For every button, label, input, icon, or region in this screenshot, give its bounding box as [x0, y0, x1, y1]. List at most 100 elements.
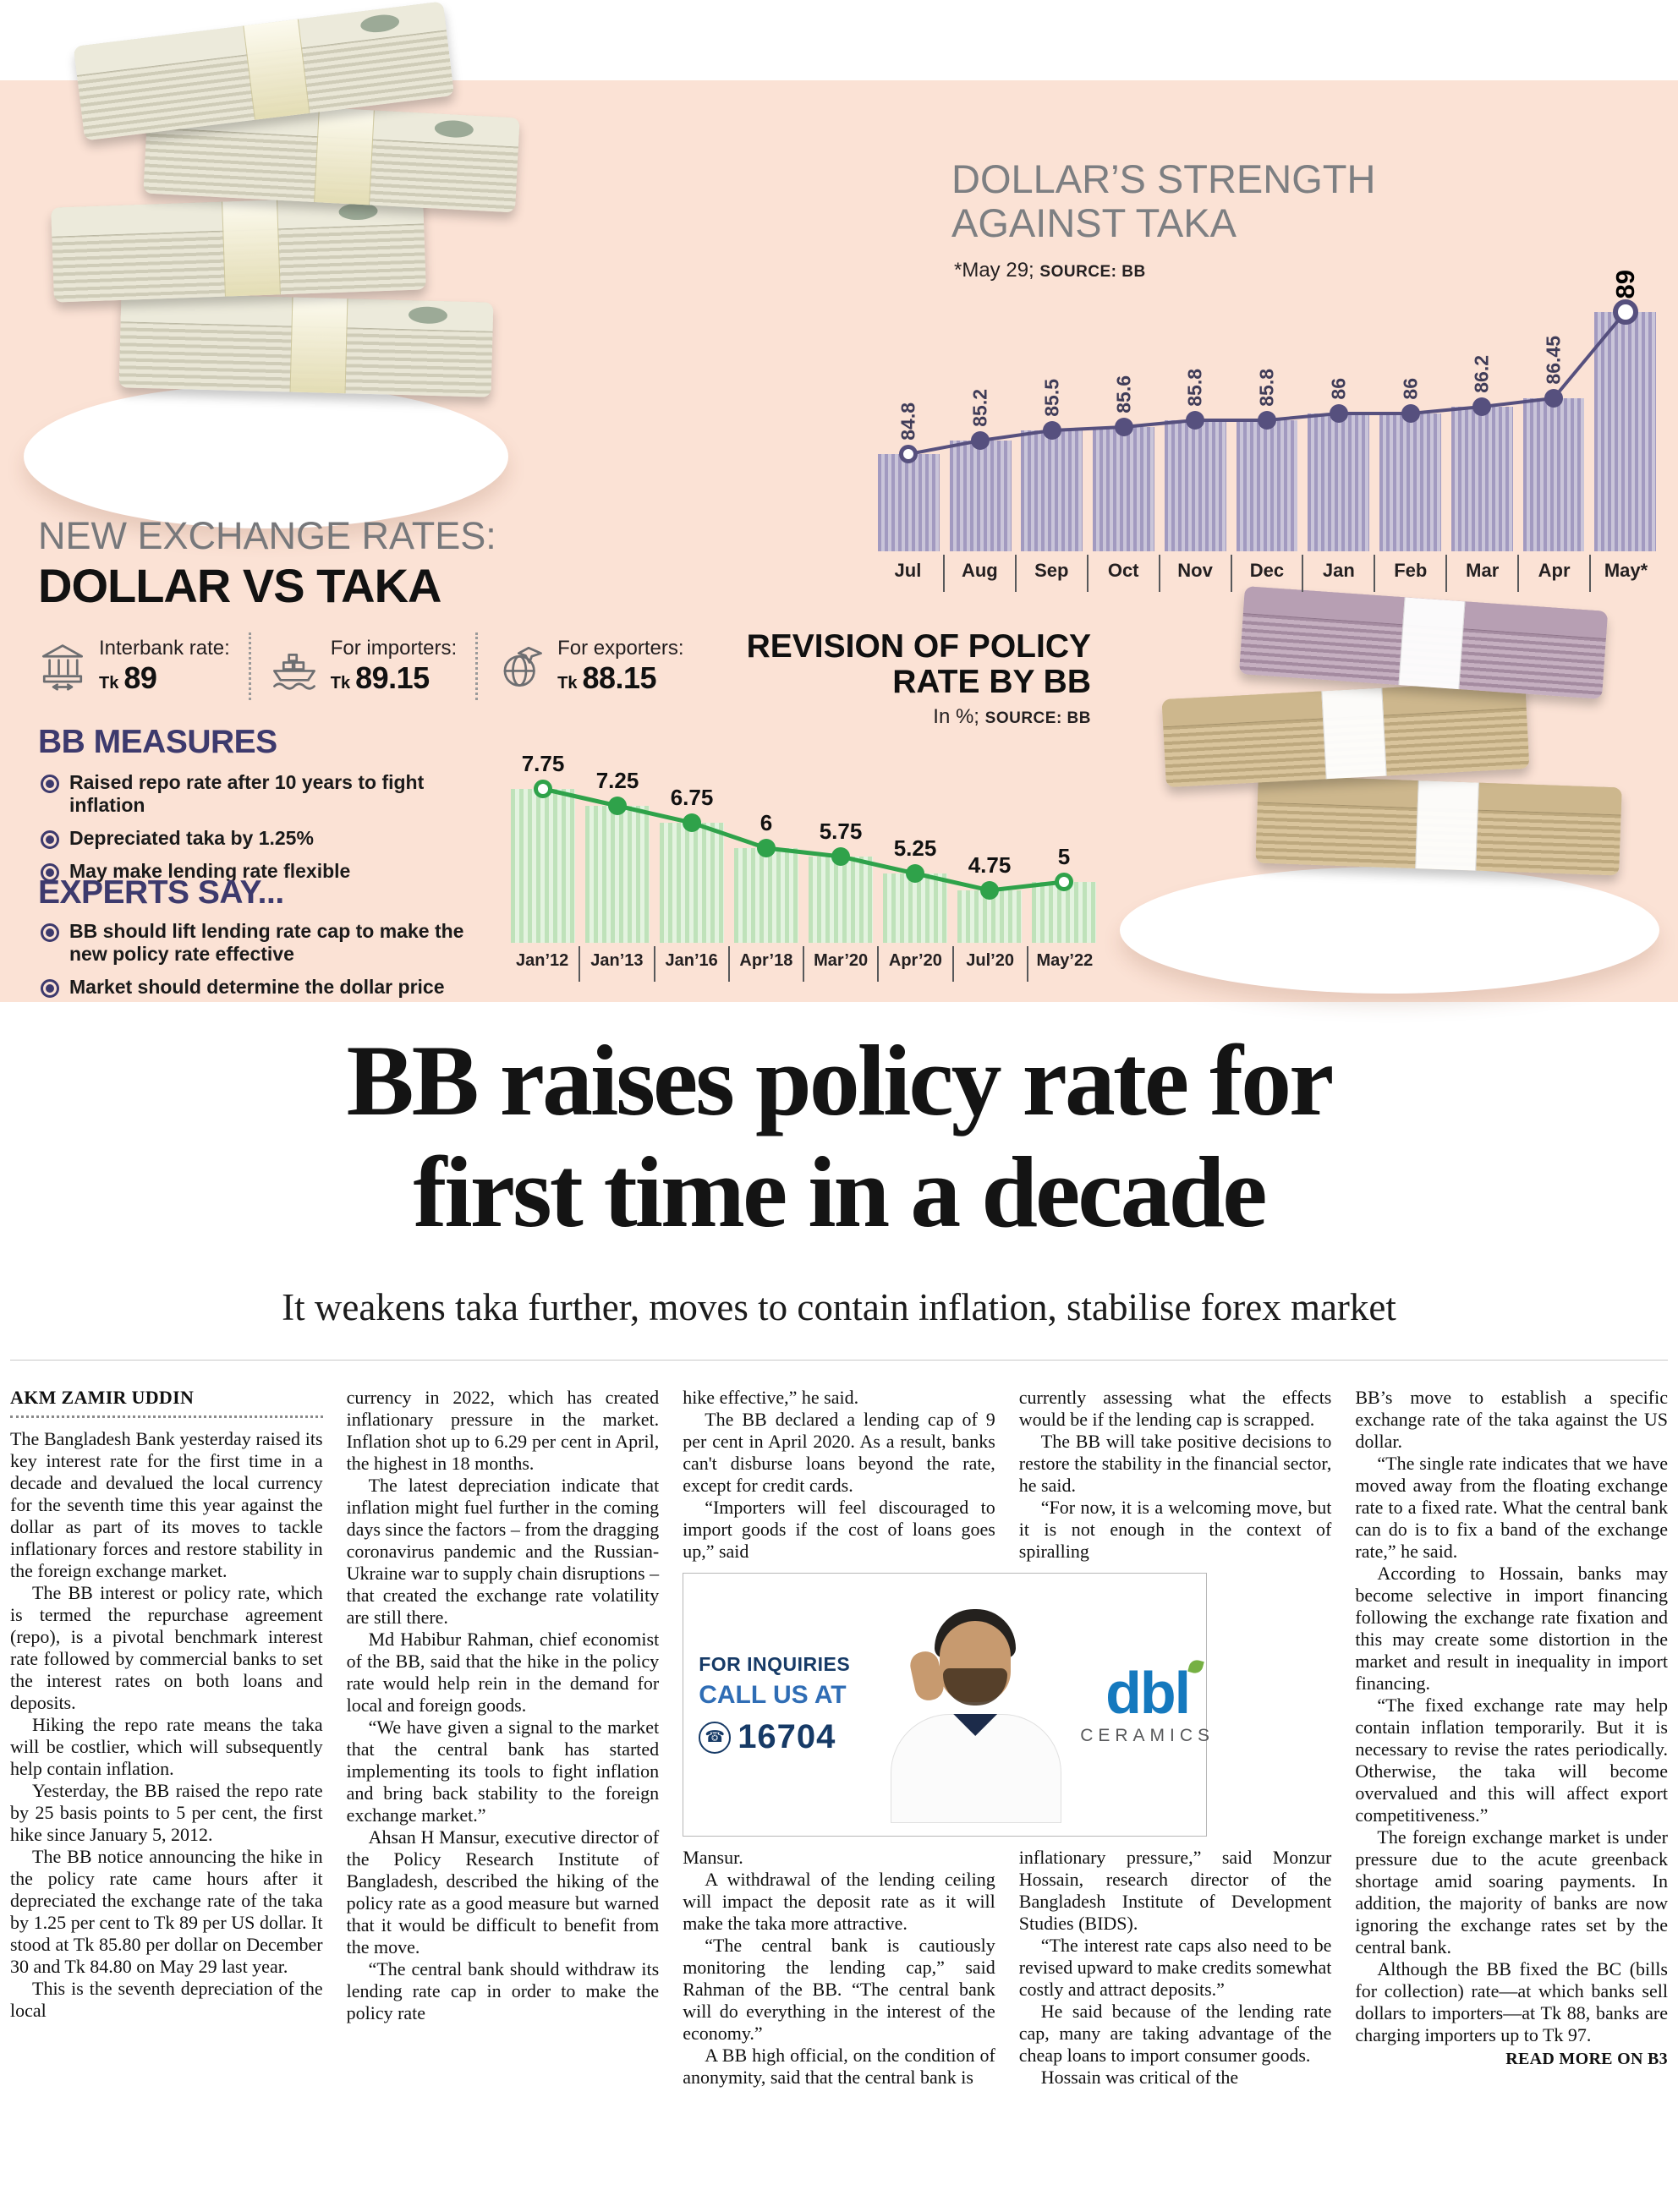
- policy-chart-source: SOURCE: BB: [984, 709, 1091, 727]
- bar: [883, 873, 947, 943]
- dollar-chart-note: *May 29; SOURCE: BB: [954, 259, 1146, 282]
- article-paragraph: The latest depreciation indicate that in…: [346, 1475, 660, 1628]
- article-paragraph: “The central bank should withdraw its le…: [346, 1958, 660, 2023]
- policy-chart-unit: In %;: [933, 705, 979, 728]
- plate-shape: [24, 385, 508, 528]
- bullet-item: Market should determine the dollar price: [41, 976, 497, 999]
- bar: [1379, 413, 1441, 551]
- bar: [949, 441, 1012, 551]
- article-paragraph: The BB will take positive decisions to r…: [1018, 1431, 1332, 1496]
- ad-inquiries-text: FOR INQUIRIES: [699, 1653, 851, 1675]
- chart-column: 85.8: [1160, 254, 1231, 551]
- bullet-label: Raised repo rate after 10 years to fight…: [69, 771, 425, 816]
- chart-column: 5.25: [878, 759, 952, 943]
- article-paragraph: Ahsan H Mansur, executive director of th…: [346, 1826, 660, 1957]
- policy-chart-months: Jan’12 Jan’13 Jan’16 Apr’18 Mar’20 Apr’20 Jul’…: [506, 946, 1101, 982]
- headline-line-1: BB raises policy rate for: [346, 1024, 1335, 1136]
- chart-column: 85.5: [1016, 254, 1088, 551]
- axis-tick-label: Mar’20: [803, 946, 877, 982]
- value-label: 89: [1609, 269, 1640, 298]
- experts-say-title: EXPERTS SAY...: [38, 874, 284, 911]
- bar: [734, 848, 798, 943]
- read-more-link[interactable]: READ MORE ON B3: [1505, 2050, 1668, 2068]
- article-paragraph: “The single rate indicates that we have …: [1355, 1453, 1668, 1562]
- taka-bundle: [1255, 775, 1622, 876]
- axis-tick-label: Jul’20: [951, 946, 1027, 982]
- axis-tick-label: Nov: [1158, 555, 1231, 592]
- value-label: 4.75: [968, 852, 1012, 878]
- chart-column: 86: [1302, 254, 1374, 551]
- data-point-marker: [1042, 421, 1061, 440]
- value-label: 86: [1399, 378, 1421, 400]
- data-point-marker: [1114, 418, 1133, 436]
- bullet-item: May make lending rate flexible: [41, 860, 497, 883]
- ad-brand-block: dbl CERAMICS: [1080, 1658, 1215, 1746]
- ad-call-text: CALL US AT: [699, 1681, 847, 1709]
- article-paragraph: “Importers will feel discouraged to impo…: [683, 1497, 995, 1562]
- axis-tick-label: Sep: [1014, 555, 1087, 592]
- ad-phone-row: ☎ 16704: [699, 1718, 872, 1756]
- article-paragraph: The Bangladesh Bank yesterday raised its…: [10, 1428, 323, 1581]
- axis-tick-label: Apr’18: [727, 946, 803, 982]
- bar: [1450, 407, 1513, 551]
- phone-icon: ☎: [699, 1721, 732, 1754]
- article-paragraph: The BB interest or policy rate, which is…: [10, 1582, 323, 1713]
- chart-column: 86: [1374, 254, 1446, 551]
- dollar-notes-photo: [19, 0, 520, 528]
- chart-column: 6: [729, 759, 803, 943]
- article-paragraph: Although the BB fixed the BC (bills for …: [1355, 1958, 1668, 2045]
- data-point-marker: [1401, 404, 1420, 423]
- byline: AKM ZAMIR UDDIN: [10, 1387, 323, 1418]
- experts-say-list: BB should lift lending rate cap to make …: [41, 920, 497, 999]
- axis-tick-label: Jan’13: [579, 946, 653, 982]
- exchange-texts: Interbank rate: Tk 89: [99, 637, 230, 696]
- article-paragraph: The BB notice announcing the hike in the…: [10, 1846, 323, 1977]
- bar: [1093, 427, 1154, 551]
- bullet-label: Depreciated taka by 1.25%: [69, 827, 314, 849]
- dotted-separator: [248, 632, 251, 700]
- axis-tick-label: Jan: [1302, 555, 1374, 592]
- bar: [660, 823, 724, 943]
- ad-text-block: FOR INQUIRIES CALL US AT ☎ 16704: [699, 1653, 872, 1756]
- article-paragraph: inflationary pressure,” said Monzur Hoss…: [1018, 1847, 1332, 1934]
- exchange-texts: For importers: Tk 89.15: [331, 637, 457, 696]
- chart-column: 5.75: [803, 759, 878, 943]
- exchange-value: Tk 88.15: [557, 660, 683, 696]
- article-paragraph: “The fixed exchange rate may help contai…: [1355, 1695, 1668, 1826]
- policy-chart-plot: 7.75 7.25 6.75 6 5.75 5.25 4.75 5: [506, 751, 1101, 943]
- data-point-marker: [1612, 299, 1638, 325]
- axis-tick-label: Mar: [1445, 555, 1517, 592]
- exchange-kicker: NEW EXCHANGE RATES:: [38, 514, 496, 557]
- article-paragraph: “For now, it is a welcoming move, but it…: [1018, 1497, 1332, 1562]
- article-paragraph: “The interest rate caps also need to be …: [1018, 1935, 1332, 2000]
- value-label: 85.5: [1040, 379, 1063, 417]
- axis-tick-label: Jul: [894, 560, 922, 581]
- headline: BB raises policy rate for first time in …: [0, 1025, 1678, 1248]
- currency-label: Tk: [330, 674, 351, 693]
- target-bullet-icon: [41, 830, 59, 849]
- data-point-marker: [1258, 411, 1277, 430]
- value-label: 84.8: [897, 402, 919, 441]
- bullet-label: May make lending rate flexible: [69, 860, 351, 882]
- chart-column: 85.6: [1088, 254, 1160, 551]
- exchange-title: DOLLAR VS TAKA: [38, 559, 441, 612]
- article-paragraph: currently assessing what the effects wou…: [1018, 1387, 1332, 1430]
- bullet-item: Depreciated taka by 1.25%: [41, 827, 497, 850]
- rate-value: 89: [123, 660, 157, 695]
- value-label: 86.45: [1542, 336, 1565, 385]
- data-point-marker: [534, 780, 552, 798]
- dbl-ceramics-ad[interactable]: FOR INQUIRIES CALL US AT ☎ 16704: [683, 1573, 1209, 1837]
- bar: [1308, 413, 1370, 551]
- axis-tick-label: Jan’12: [515, 951, 569, 970]
- leaf-icon: [1187, 1658, 1204, 1675]
- dollar-bundle: [51, 194, 426, 303]
- rate-value: 88.15: [582, 660, 657, 695]
- bb-measures-title: BB MEASURES: [38, 724, 277, 760]
- dbl-logo: dbl: [1105, 1658, 1204, 1722]
- value-label: 86: [1327, 378, 1350, 400]
- bar: [585, 806, 650, 943]
- data-point-marker: [980, 881, 999, 900]
- dollar-chart-source: SOURCE: BB: [1039, 263, 1146, 281]
- article-paragraph: “The central bank is cautiously monitori…: [683, 1935, 995, 2044]
